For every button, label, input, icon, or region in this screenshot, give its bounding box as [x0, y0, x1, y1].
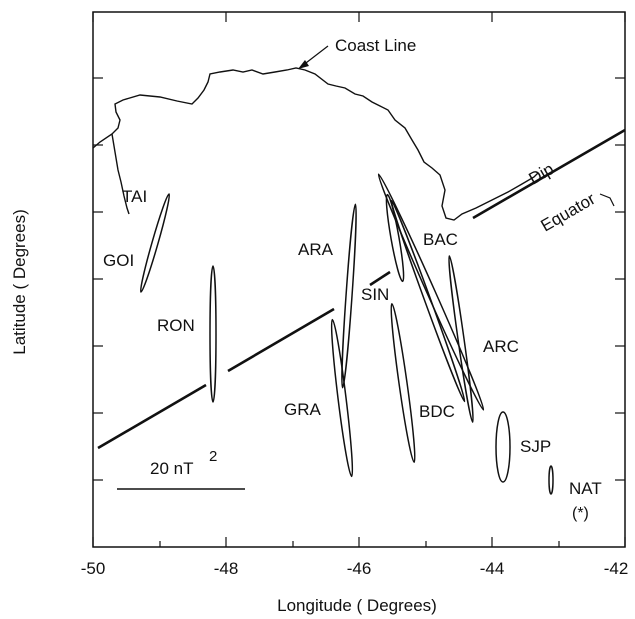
- station-label: GRA: [284, 400, 322, 419]
- ellipse-ron: [209, 265, 217, 403]
- coastline-east: [599, 193, 615, 207]
- x-tick-label: -44: [480, 559, 505, 578]
- ellipses: [139, 173, 554, 495]
- y-axis-ticks: [93, 77, 625, 481]
- scale-text: 20 nT: [150, 459, 193, 478]
- coastline: [92, 67, 539, 221]
- station-label: BAC: [423, 230, 458, 249]
- ellipse-sjp: [495, 411, 511, 483]
- coast-inlet: [111, 133, 130, 215]
- y-axis-label: Latitude ( Degrees): [10, 209, 29, 355]
- x-axis-ticks: [92, 12, 626, 547]
- station-label: ARA: [298, 240, 334, 259]
- station-label: SJP: [520, 437, 551, 456]
- x-tick-label: -50: [81, 559, 106, 578]
- coast-line-label: Coast Line: [335, 36, 416, 55]
- station-label: GOI: [103, 251, 134, 270]
- station-label: NAT: [569, 479, 602, 498]
- station-label: TAI: [122, 187, 147, 206]
- scale-label: 20 nT: [150, 459, 193, 478]
- ellipse-arc: [448, 255, 474, 423]
- x-tick-label: -46: [347, 559, 372, 578]
- equator-label: Equator: [538, 189, 599, 235]
- station-label: BDC: [419, 402, 455, 421]
- ellipse-nat: [548, 465, 554, 495]
- ellipse-bac-long: [377, 173, 485, 411]
- station-label: ARC: [483, 337, 519, 356]
- ellipse-sin: [385, 193, 405, 283]
- x-axis-label: Longitude ( Degrees): [277, 596, 437, 615]
- ellipse-gra: [330, 318, 354, 478]
- dip-equator-line: [97, 128, 626, 450]
- ellipse-bac-mid: [390, 199, 466, 403]
- scale-exponent: 2: [209, 448, 217, 465]
- ellipse-ara: [341, 203, 357, 389]
- station-label: SIN: [361, 285, 389, 304]
- x-tick-label: -48: [214, 559, 239, 578]
- ellipse-tai-goi: [139, 193, 171, 293]
- station-label: RON: [157, 316, 195, 335]
- asterisk-note: (*): [572, 505, 589, 522]
- x-tick-label: -42: [604, 559, 629, 578]
- ellipse-bdc: [390, 303, 416, 463]
- coast-arrow-head: [298, 60, 309, 69]
